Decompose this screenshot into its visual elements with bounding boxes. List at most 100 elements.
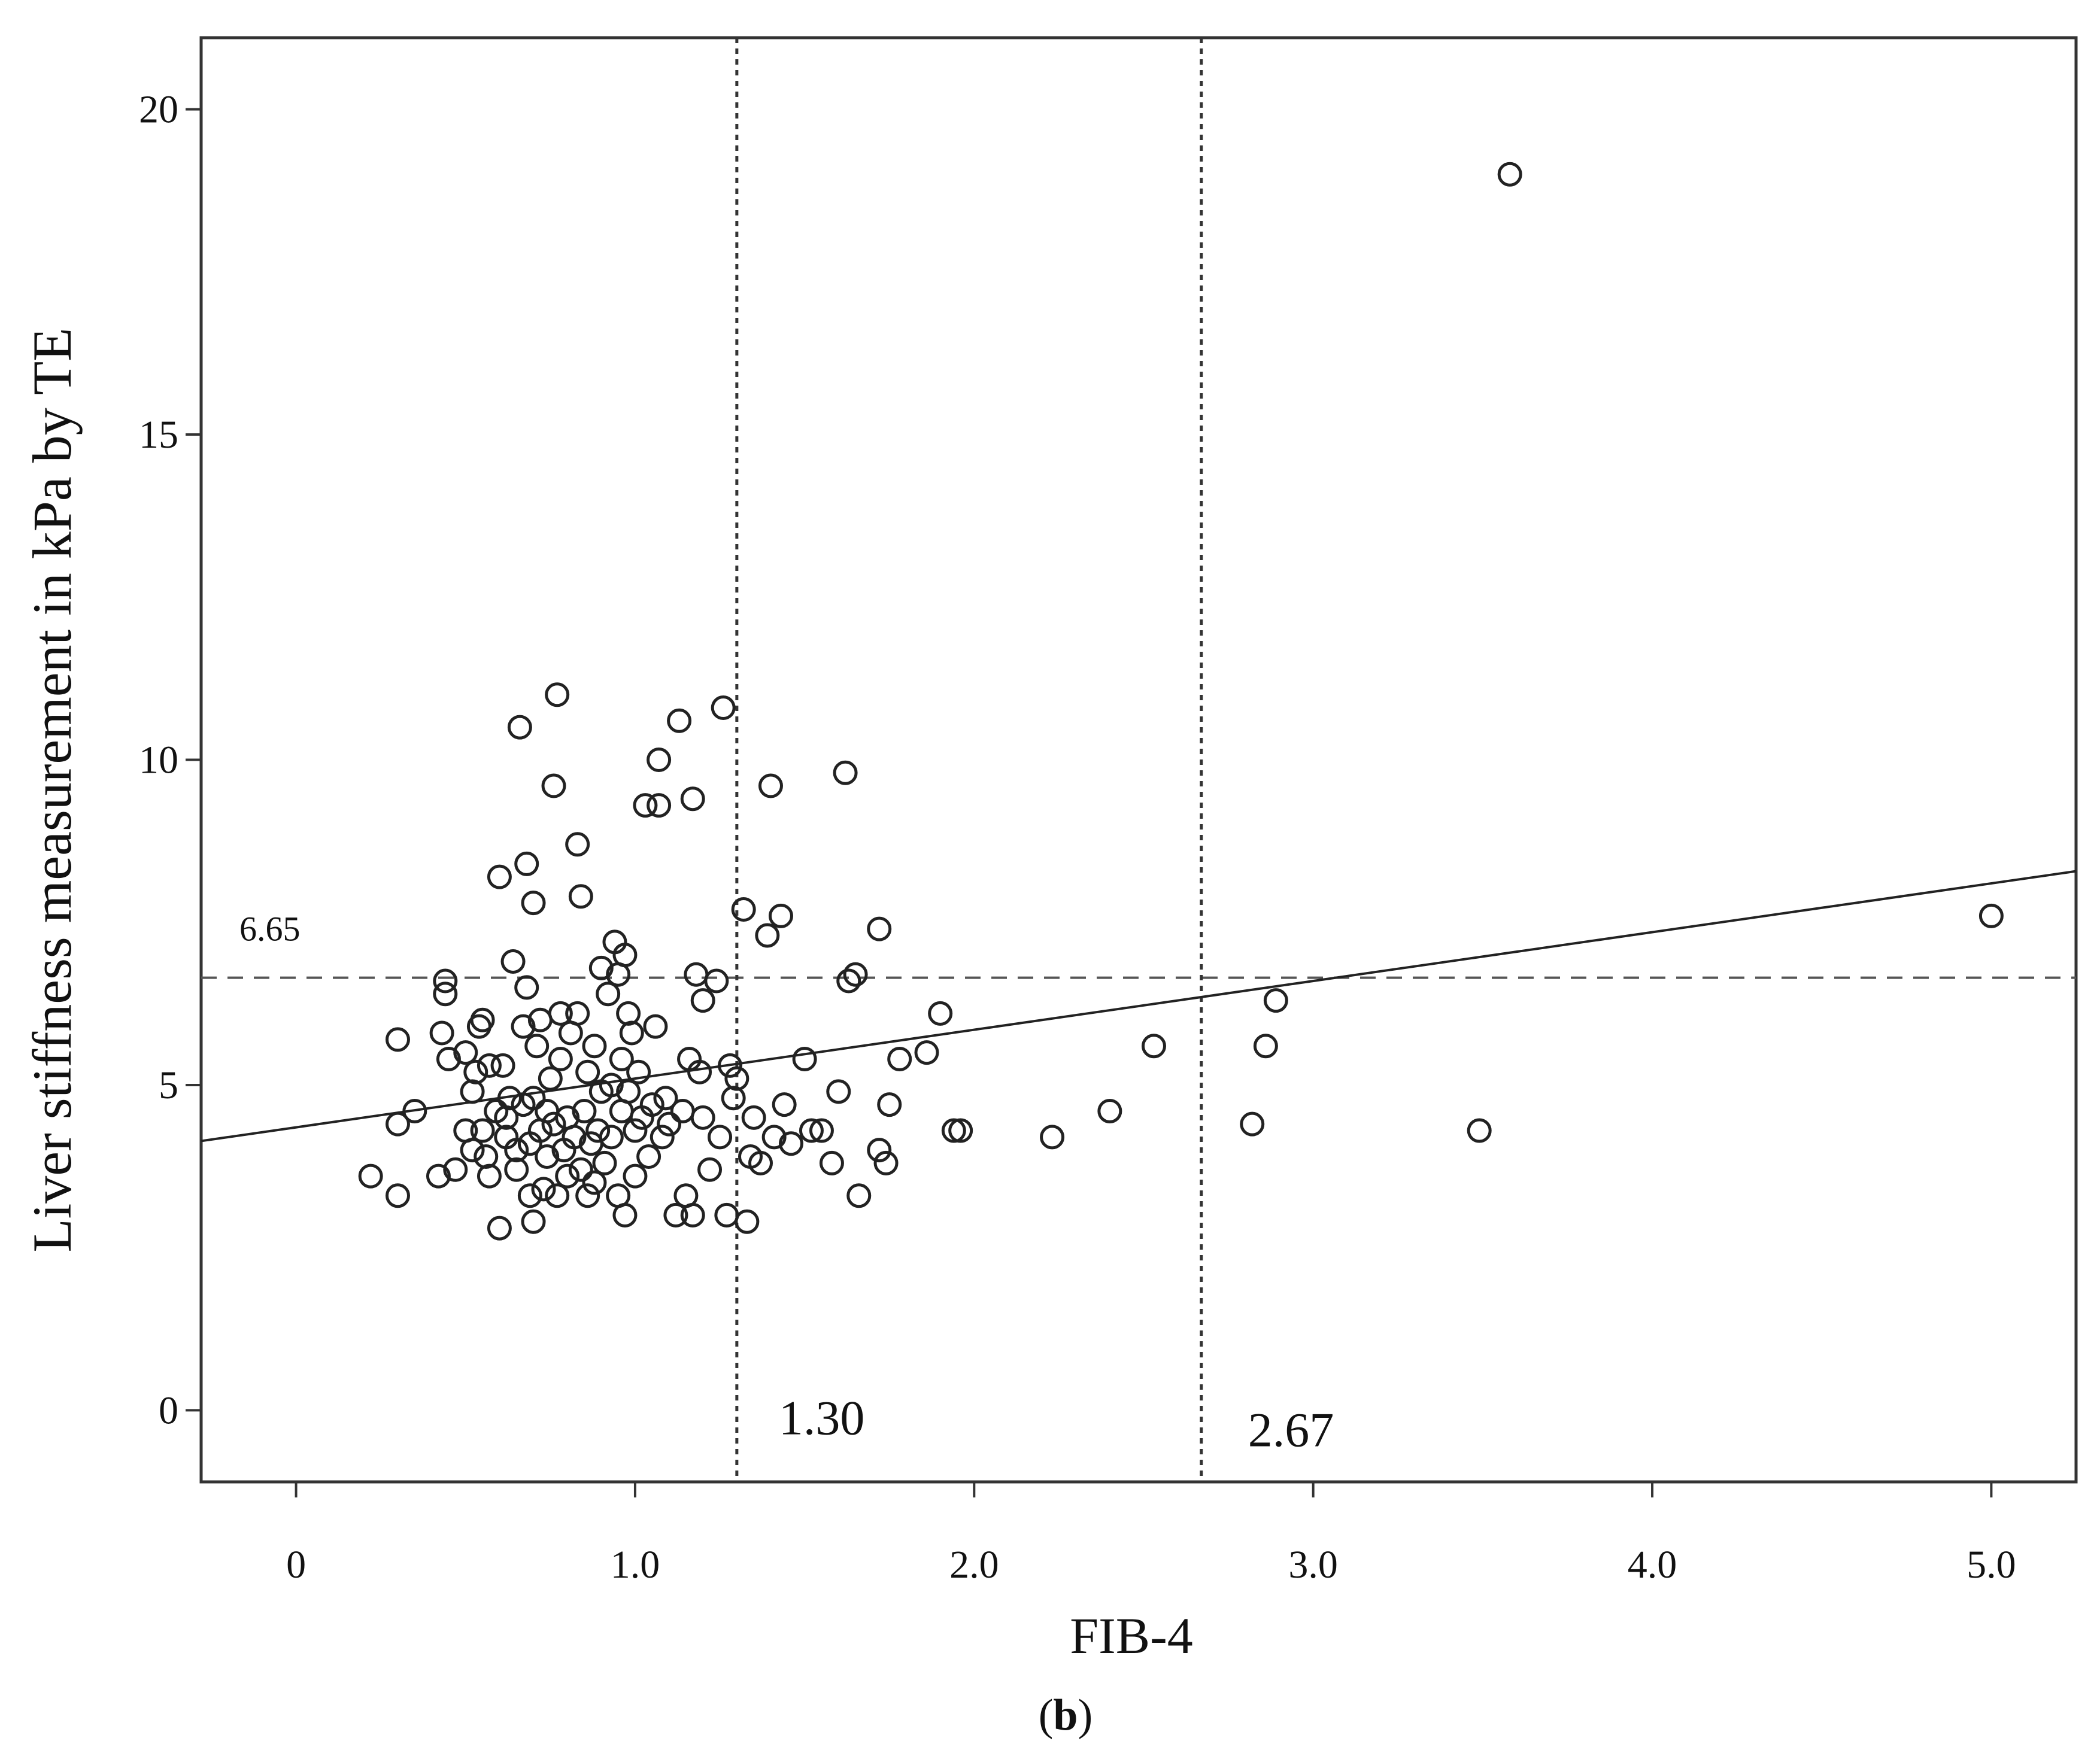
regression-line bbox=[201, 870, 2077, 1143]
x-tick-label: 2.0 bbox=[949, 1543, 999, 1587]
data-point bbox=[453, 1040, 478, 1065]
data-point bbox=[1263, 988, 1288, 1013]
data-point bbox=[639, 1092, 664, 1117]
data-point bbox=[623, 1163, 648, 1189]
data-point bbox=[748, 1150, 773, 1175]
data-point bbox=[521, 1209, 546, 1234]
data-point bbox=[650, 1125, 675, 1150]
data-point bbox=[504, 1138, 529, 1163]
data-point bbox=[711, 695, 736, 721]
data-point bbox=[647, 793, 672, 818]
data-point bbox=[724, 1066, 749, 1091]
data-point bbox=[487, 1216, 512, 1241]
data-point bbox=[514, 975, 539, 1000]
data-point bbox=[735, 1209, 760, 1234]
data-point bbox=[463, 1059, 488, 1084]
data-point bbox=[521, 1086, 546, 1111]
data-point bbox=[792, 1046, 817, 1071]
data-point bbox=[490, 1053, 515, 1078]
data-point bbox=[755, 923, 780, 948]
data-point bbox=[1040, 1125, 1065, 1150]
panel-label-open: ( bbox=[1039, 1691, 1054, 1740]
data-point bbox=[433, 982, 458, 1007]
data-point bbox=[497, 1086, 522, 1111]
data-point bbox=[541, 1111, 566, 1137]
y-axis-title: Liver stiffness measurement in kPa by TE bbox=[22, 328, 83, 1253]
data-point bbox=[663, 1202, 688, 1228]
data-point bbox=[843, 962, 868, 987]
data-point bbox=[517, 1183, 542, 1208]
data-point bbox=[877, 1092, 902, 1117]
data-point bbox=[758, 773, 783, 798]
data-point bbox=[609, 1046, 634, 1071]
data-point bbox=[582, 1034, 607, 1059]
data-point bbox=[548, 1046, 573, 1071]
data-point bbox=[809, 1118, 834, 1143]
data-point bbox=[819, 1150, 844, 1175]
data-point bbox=[612, 943, 638, 968]
data-point bbox=[657, 1111, 682, 1137]
data-point bbox=[358, 1163, 383, 1189]
x-axis-title: FIB-4 bbox=[1070, 1607, 1192, 1664]
data-point bbox=[402, 1098, 427, 1123]
y-tick-label: 20 bbox=[139, 88, 178, 132]
data-point bbox=[477, 1163, 502, 1189]
data-point bbox=[761, 1125, 787, 1150]
data-point bbox=[690, 1105, 715, 1130]
data-point bbox=[768, 903, 793, 928]
reference-label-2-67: 2.67 bbox=[1248, 1402, 1334, 1457]
data-point bbox=[470, 1118, 495, 1143]
reference-lines bbox=[201, 38, 2076, 1482]
data-point bbox=[799, 1118, 824, 1143]
data-point bbox=[585, 1118, 611, 1143]
data-point bbox=[680, 1202, 705, 1228]
data-point bbox=[575, 1059, 600, 1084]
data-point bbox=[596, 982, 621, 1007]
data-point bbox=[708, 1125, 733, 1150]
data-point bbox=[562, 1125, 587, 1150]
data-point bbox=[867, 916, 892, 941]
x-axis: 0 1.0 2.0 3.0 4.0 5.0 bbox=[286, 1482, 2016, 1587]
panel-label-close: ) bbox=[1078, 1691, 1093, 1740]
data-point bbox=[568, 884, 593, 909]
data-point bbox=[565, 832, 590, 857]
data-point bbox=[778, 1131, 803, 1156]
data-point bbox=[653, 1086, 678, 1111]
data-point bbox=[1467, 1118, 1492, 1143]
data-point bbox=[470, 1007, 495, 1032]
data-point bbox=[772, 1092, 797, 1117]
panel-label: (b) bbox=[1039, 1691, 1093, 1740]
data-point bbox=[667, 708, 692, 733]
data-point bbox=[599, 1073, 624, 1098]
data-point bbox=[836, 968, 861, 994]
data-point bbox=[616, 1079, 641, 1104]
data-point bbox=[460, 1138, 485, 1163]
data-point bbox=[1097, 1098, 1122, 1123]
data-point bbox=[538, 1066, 563, 1091]
x-tick-label: 0 bbox=[286, 1543, 306, 1587]
data-point bbox=[511, 1014, 536, 1039]
data-point bbox=[545, 682, 570, 707]
data-point bbox=[873, 1150, 899, 1175]
data-point bbox=[531, 1177, 556, 1202]
data-point bbox=[504, 1157, 529, 1182]
data-point bbox=[524, 1034, 550, 1059]
x-tick-label: 3.0 bbox=[1288, 1543, 1338, 1587]
data-point bbox=[1141, 1034, 1166, 1059]
data-point bbox=[487, 864, 512, 889]
data-point bbox=[612, 1202, 638, 1228]
data-point bbox=[1978, 903, 2004, 928]
data-point bbox=[429, 1020, 454, 1046]
x-tick-label: 4.0 bbox=[1628, 1543, 1677, 1587]
y-tick-label: 0 bbox=[159, 1389, 178, 1432]
data-point bbox=[887, 1046, 912, 1071]
panel-label-letter: b bbox=[1053, 1691, 1078, 1740]
data-point bbox=[599, 1125, 624, 1150]
data-point bbox=[385, 1111, 410, 1137]
data-point bbox=[833, 760, 858, 785]
data-point bbox=[572, 1098, 597, 1123]
data-point bbox=[647, 748, 672, 772]
data-point bbox=[1253, 1034, 1278, 1059]
